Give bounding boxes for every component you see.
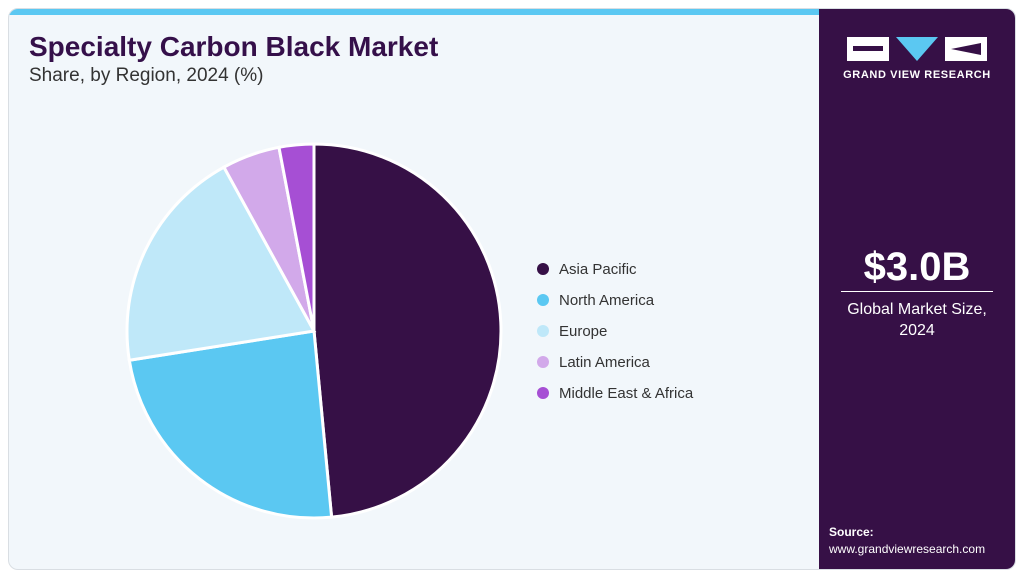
legend-swatch [537, 387, 549, 399]
legend-label: Europe [559, 323, 607, 340]
legend-label: North America [559, 292, 655, 309]
chart-subtitle: Share, by Region, 2024 (%) [29, 65, 264, 86]
legend-swatch [537, 325, 549, 337]
chart-panel: Specialty Carbon Black Market Share, by … [8, 8, 1016, 570]
source-url: www.grandviewresearch.com [829, 542, 986, 556]
sidebar: GRAND VIEW RESEARCH $3.0B Global Market … [819, 9, 1015, 569]
legend-swatch [537, 263, 549, 275]
pie-chart: Asia Pacific North America Europe Latin Ame… [125, 142, 694, 520]
market-size-value: $3.0B [863, 245, 971, 289]
pie-slice-middle-east-africa [277, 142, 316, 332]
market-size-label: Global Market Size, 2024 [847, 301, 987, 339]
pie-slice-asia-pacific [312, 142, 503, 519]
source-label: Source: [829, 525, 874, 539]
brand-logo [847, 37, 987, 61]
legend-label: Middle East & Africa [559, 385, 694, 402]
pie-slice-north-america [127, 329, 334, 520]
legend-label: Latin America [559, 354, 651, 371]
legend-swatch [537, 294, 549, 306]
brand-name: GRAND VIEW RESEARCH [843, 69, 991, 81]
chart-title: Specialty Carbon Black Market [29, 31, 439, 62]
metric-divider [841, 291, 993, 292]
accent-bar [9, 9, 819, 15]
pie-slice-europe [125, 165, 317, 362]
legend-swatch [537, 356, 549, 368]
legend-label: Asia Pacific [559, 261, 637, 278]
